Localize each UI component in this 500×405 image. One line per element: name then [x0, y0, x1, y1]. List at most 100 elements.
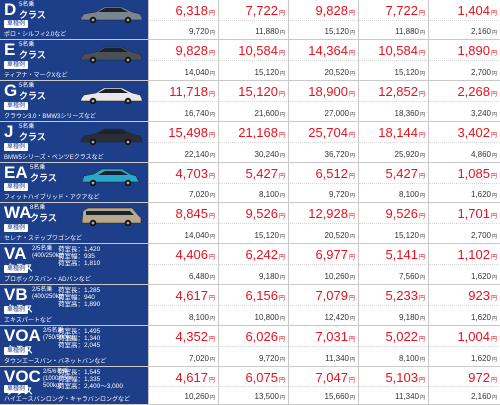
yen-unit: 円: [208, 296, 215, 302]
price-cell: 21,168円 30,240円: [218, 122, 289, 162]
price: 18,144円: [378, 125, 425, 140]
price-cell: 18,900円 27,000円: [288, 81, 359, 121]
sub-price: 15,120円: [394, 68, 425, 77]
yen-unit: 円: [209, 71, 215, 77]
price: 7,722円: [245, 3, 285, 18]
sub-price: 18,360円: [394, 109, 425, 118]
model-examples: プロボックスバン・ADバンなど: [4, 277, 91, 283]
yen-unit: 円: [491, 112, 497, 118]
price-cell: 15,498円 22,140円: [148, 122, 219, 162]
yen-unit: 円: [418, 296, 425, 302]
cell-divider: [149, 385, 219, 387]
yen-unit: 円: [209, 395, 215, 401]
price: 6,026円: [245, 329, 285, 344]
cell-divider: [359, 264, 429, 265]
cell-divider: [219, 385, 289, 387]
price-cell: 1,102円 1,620円: [428, 244, 500, 284]
sub-price: 1,620円: [470, 190, 497, 199]
yen-unit: 円: [419, 30, 425, 36]
example-badge: 車種例: [4, 61, 29, 69]
class-word: クラス: [19, 10, 46, 20]
price: 10,584円: [378, 43, 425, 58]
class-row: D 5名乗 クラス 車種例 ポロ・シルフィ2.0など 6,318円 9,720円 7,722円…: [0, 0, 500, 40]
yen-unit: 円: [278, 337, 285, 343]
sub-price: 13,500円: [254, 392, 285, 401]
yen-unit: 円: [348, 378, 355, 384]
price-cell: 12,852円 18,360円: [358, 81, 429, 121]
price-cell: 4,703円 7,020円: [148, 163, 219, 202]
price-cell: 4,406円 6,480円: [148, 244, 219, 284]
yen-unit: 円: [278, 11, 285, 17]
capacity-text: 2/5名乗 (400/250kg): [32, 246, 65, 259]
yen-unit: 円: [349, 234, 355, 240]
example-badge: 車種例: [4, 306, 29, 314]
price-cell: 6,512円 9,720円: [288, 163, 359, 202]
cell-divider: [429, 182, 500, 184]
yen-unit: 円: [279, 193, 285, 199]
yen-unit: 円: [209, 316, 215, 322]
price-cell: 4,352円 7,020円: [148, 326, 219, 366]
price: 8,845円: [175, 206, 215, 221]
class-code: VOC: [4, 367, 41, 386]
price-cell: 10,584円 15,120円: [218, 40, 289, 80]
yen-unit: 円: [208, 11, 215, 17]
capacity-text: 5名乗: [19, 83, 35, 89]
yen-unit: 円: [349, 71, 355, 77]
cell-divider: [289, 385, 359, 387]
sub-price: 11,340円: [325, 354, 355, 363]
cell-divider: [429, 19, 500, 21]
yen-unit: 円: [490, 51, 497, 57]
price: 1,004円: [457, 329, 497, 344]
capacity-text: 5名乗: [30, 165, 46, 171]
yen-unit: 円: [349, 112, 355, 118]
price-cell: 7,079円 12,420円: [288, 285, 359, 325]
class-word: クラス: [19, 132, 46, 142]
price: 10,584円: [238, 43, 285, 58]
yen-unit: 円: [490, 174, 497, 180]
yen-unit: 円: [419, 275, 425, 281]
price-cell: 11,718円 16,740円: [148, 81, 219, 121]
yen-unit: 円: [348, 337, 355, 343]
example-badge: 車種例: [4, 143, 29, 151]
class-word: クラス: [30, 173, 57, 183]
price: 9,828円: [315, 3, 355, 18]
price: 923円: [468, 288, 497, 303]
yen-unit: 円: [348, 174, 355, 180]
car-image: [80, 87, 143, 105]
yen-unit: 円: [418, 174, 425, 180]
price: 12,928円: [308, 206, 355, 221]
price-cell: 4,617円 10,260円: [148, 367, 219, 404]
sub-price: 6,480円: [188, 272, 215, 281]
yen-unit: 円: [348, 133, 355, 139]
price-cell: 25,704円 36,720円: [288, 122, 359, 162]
class-label: VOCクラス2/5/6名乗 (1000/750/ 500kg)車種例ハイエースバ…: [0, 367, 148, 404]
yen-unit: 円: [491, 316, 497, 322]
price: 4,703円: [175, 166, 215, 181]
yen-unit: 円: [208, 378, 215, 384]
cell-divider: [289, 264, 359, 265]
yen-unit: 円: [491, 71, 497, 77]
price-cell: 972円 2,160円: [428, 367, 500, 404]
yen-unit: 円: [349, 275, 355, 281]
sub-price: 9,720円: [328, 190, 355, 199]
yen-unit: 円: [418, 214, 425, 220]
yen-unit: 円: [209, 112, 215, 118]
price-cell: 6,318円 9,720円: [148, 0, 219, 39]
sub-price: 9,180円: [398, 313, 425, 322]
cell-divider: [289, 101, 359, 102]
price: 4,617円: [175, 288, 215, 303]
sub-price: 12,420円: [324, 313, 355, 322]
model-examples: ハイエースバンロング・キャラバンロングなど: [4, 397, 131, 403]
price-cell: 5,022円 8,100円: [358, 326, 429, 366]
yen-unit: 円: [279, 153, 285, 159]
yen-unit: 円: [490, 337, 497, 343]
sub-price: 36,720円: [324, 150, 355, 159]
yen-unit: 円: [490, 11, 497, 17]
price: 5,427円: [385, 166, 425, 181]
car-image: [80, 6, 143, 24]
price-cell: 15,120円 21,600円: [218, 81, 289, 121]
sub-price: 11,880円: [255, 27, 285, 36]
price: 1,085円: [457, 166, 497, 181]
price-cell: 3,402円 4,860円: [428, 122, 500, 162]
price-cells: 9,828円 14,040円 10,584円 15,120円 14,364円 20,520…: [148, 40, 500, 80]
